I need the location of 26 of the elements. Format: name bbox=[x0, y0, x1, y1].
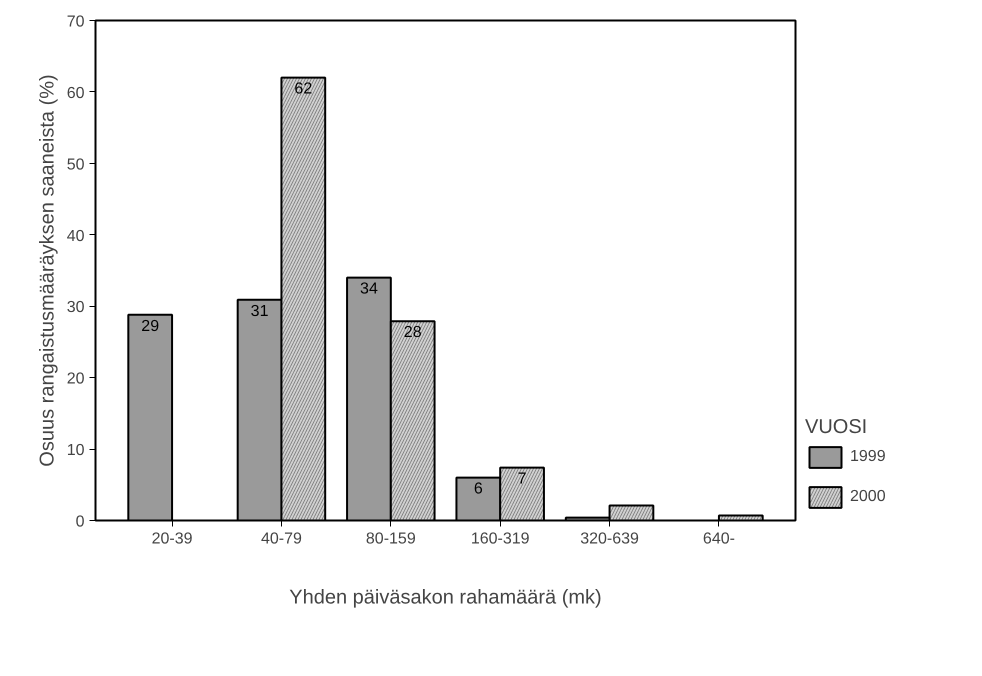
legend-title: VUOSI bbox=[805, 416, 868, 439]
y-tick-label: 40 bbox=[66, 228, 85, 245]
data-label: 28 bbox=[404, 324, 422, 342]
x-tick-label: 40-79 bbox=[260, 530, 302, 548]
y-tick-label: 10 bbox=[66, 442, 85, 460]
y-axis-title: Osuus rangaistusmääräyksen saaneista (%) bbox=[36, 74, 59, 467]
y-tick-label: 70 bbox=[66, 14, 85, 30]
x-tick-label: 320-639 bbox=[580, 530, 640, 548]
y-tick-label: 0 bbox=[76, 514, 85, 530]
data-label: 29 bbox=[141, 318, 160, 335]
x-axis-title: Yhden päiväsakon rahamäärä (mk) bbox=[289, 586, 602, 608]
y-tick-label: 50 bbox=[66, 156, 85, 174]
y-tick-label: 20 bbox=[66, 370, 85, 388]
data-label: 62 bbox=[294, 80, 312, 98]
legend-label: 2000 bbox=[850, 488, 886, 506]
x-tick-label: 80-159 bbox=[366, 530, 416, 548]
data-label: 31 bbox=[250, 302, 269, 320]
data-label: 7 bbox=[518, 470, 527, 488]
y-tick-label: 60 bbox=[66, 84, 85, 102]
data-label: 6 bbox=[474, 480, 483, 498]
data-label: 34 bbox=[360, 280, 378, 298]
x-tick-label: 20-39 bbox=[152, 530, 193, 548]
y-tick-label: 30 bbox=[66, 299, 85, 316]
x-tick-label: 640- bbox=[702, 530, 735, 548]
legend-label: 1999 bbox=[850, 448, 886, 466]
x-tick-label: 160-319 bbox=[470, 530, 530, 548]
